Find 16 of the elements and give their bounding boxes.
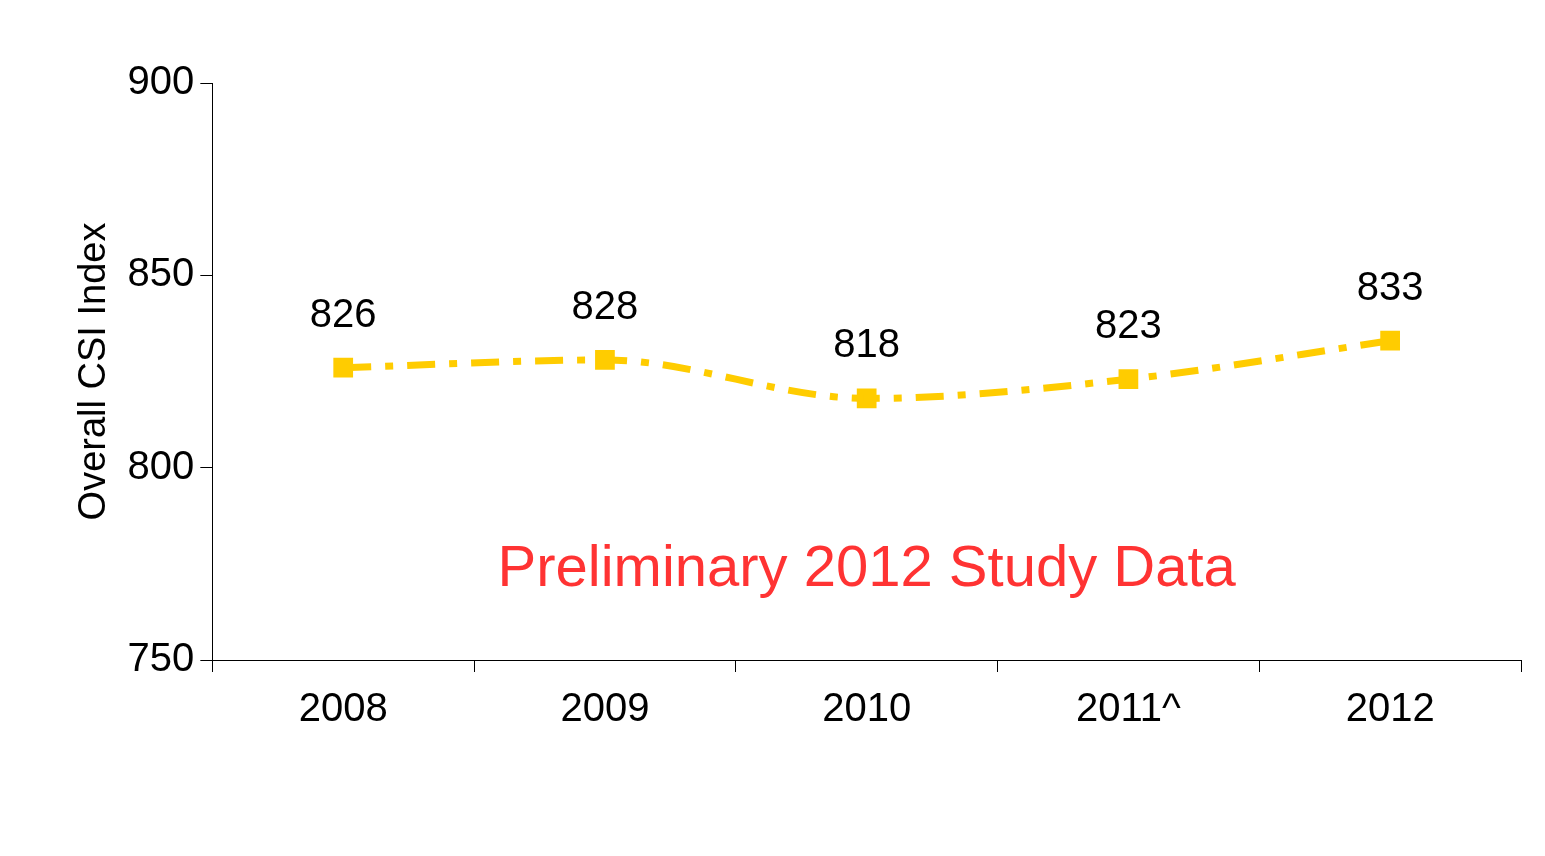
y-tick-label: 900 — [127, 58, 195, 103]
x-tick-label: 2011^ — [1076, 685, 1182, 730]
x-tick-label: 2010 — [822, 685, 912, 730]
annotation: Preliminary 2012 Study Data — [497, 533, 1237, 598]
y-axis-title: Overall CSI Index — [71, 222, 114, 521]
x-tick-label: 2012 — [1345, 685, 1435, 730]
y-tick-label: 750 — [127, 635, 195, 680]
data-label: 833 — [1356, 263, 1424, 308]
x-tick-label: 2008 — [298, 685, 388, 730]
data-label: 823 — [1095, 302, 1162, 347]
y-tick-label: 800 — [127, 442, 195, 487]
x-tick-label: 2009 — [560, 685, 650, 730]
data-label: 818 — [833, 321, 901, 366]
y-tick-label: 850 — [127, 250, 195, 295]
data-label: 828 — [571, 282, 639, 327]
data-label: 826 — [309, 290, 377, 335]
